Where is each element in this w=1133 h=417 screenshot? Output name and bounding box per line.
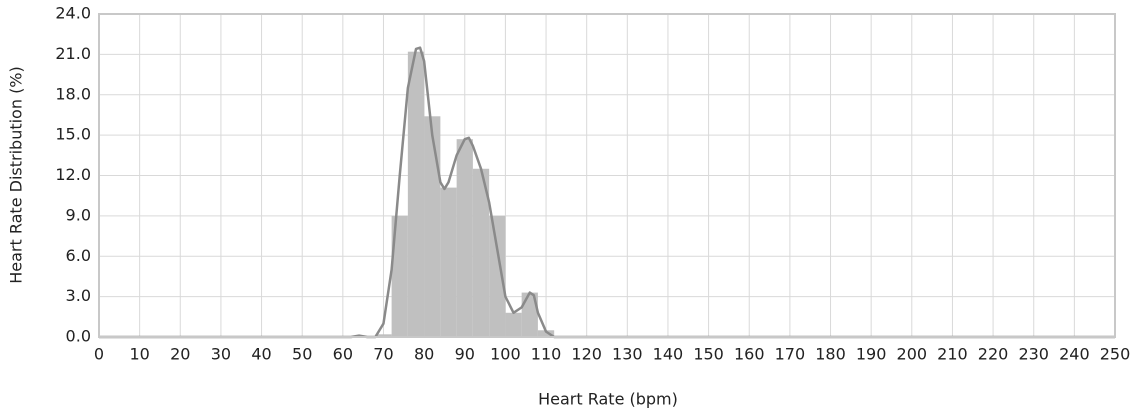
histogram-bar xyxy=(472,168,490,337)
plot-border xyxy=(98,13,1116,338)
x-tick-label: 100 xyxy=(490,345,521,364)
y-tick-label: 24.0 xyxy=(55,4,91,23)
x-tick-label: 90 xyxy=(455,345,475,364)
y-tick-label: 15.0 xyxy=(55,125,91,144)
y-tick-label: 0.0 xyxy=(66,327,91,346)
x-tick-label: 70 xyxy=(373,345,393,364)
x-tick-label: 50 xyxy=(292,345,312,364)
histogram-bar xyxy=(424,116,441,338)
x-tick-label: 40 xyxy=(251,345,271,364)
y-tick-label: 6.0 xyxy=(66,246,91,265)
x-tick-label: 0 xyxy=(94,345,104,364)
x-tick-label: 250 xyxy=(1100,345,1131,364)
x-tick-label: 80 xyxy=(414,345,434,364)
x-tick-label: 230 xyxy=(1018,345,1049,364)
x-tick-label: 110 xyxy=(531,345,562,364)
histogram-bar xyxy=(505,312,522,337)
x-tick-label: 220 xyxy=(978,345,1009,364)
x-tick-label: 60 xyxy=(333,345,353,364)
histogram-bar xyxy=(537,330,555,337)
x-tick-label: 210 xyxy=(937,345,968,364)
x-axis-title: Heart Rate (bpm) xyxy=(538,390,678,409)
x-tick-label: 160 xyxy=(734,345,765,364)
x-tick-label: 120 xyxy=(571,345,602,364)
x-tick-label: 170 xyxy=(775,345,806,364)
x-tick-label: 20 xyxy=(170,345,190,364)
x-tick-label: 30 xyxy=(211,345,231,364)
x-tick-label: 200 xyxy=(897,345,928,364)
y-axis-title: Heart Rate Distribution (%) xyxy=(7,66,26,284)
x-tick-label: 130 xyxy=(612,345,643,364)
y-tick-label: 9.0 xyxy=(66,205,91,224)
histogram-bar xyxy=(456,139,473,337)
x-tick-label: 180 xyxy=(815,345,846,364)
histogram-bar xyxy=(521,292,538,337)
histogram-bar xyxy=(407,51,425,337)
y-tick-label: 21.0 xyxy=(55,44,91,63)
x-tick-label: 190 xyxy=(856,345,887,364)
histogram-bar xyxy=(391,215,408,337)
density-line xyxy=(99,46,1115,339)
y-tick-label: 18.0 xyxy=(55,84,91,103)
y-tick-label: 3.0 xyxy=(66,286,91,305)
x-tick-label: 10 xyxy=(129,345,149,364)
x-tick-label: 240 xyxy=(1059,345,1090,364)
histogram-bar xyxy=(440,187,457,337)
x-tick-label: 140 xyxy=(653,345,684,364)
x-tick-label: 150 xyxy=(693,345,724,364)
histogram-bar xyxy=(489,215,506,337)
histogram-bar xyxy=(375,334,392,337)
y-tick-label: 12.0 xyxy=(55,165,91,184)
